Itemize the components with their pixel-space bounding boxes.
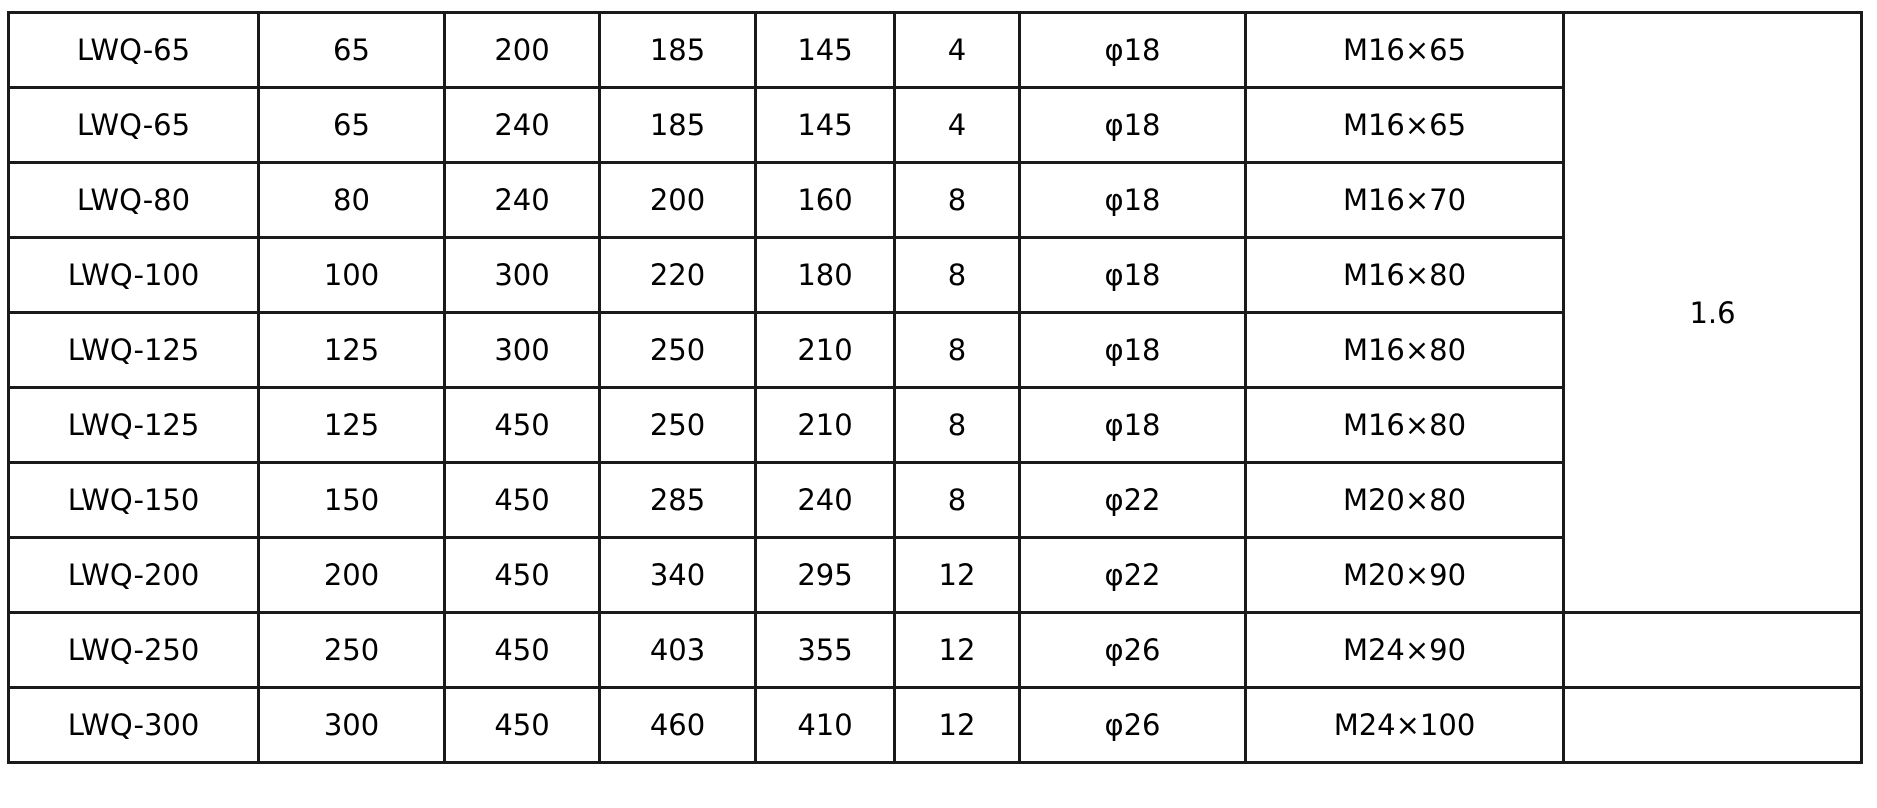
table-cell: M16×65: [1244, 86, 1565, 164]
table-cell: LWQ-200: [7, 536, 260, 614]
table-cell: φ18: [1018, 311, 1247, 389]
table-cell: φ18: [1018, 11, 1247, 89]
table-cell: 450: [443, 536, 601, 614]
pressure-cell: [1562, 686, 1863, 764]
table-cell: 100: [257, 236, 446, 314]
table-cell: 200: [257, 536, 446, 614]
table-row: LWQ-125 125 300 250 210 8 φ18 M16×80: [7, 311, 1862, 389]
table-cell: M16×80: [1244, 386, 1565, 464]
table-cell: 8: [893, 236, 1021, 314]
table-cell: φ26: [1018, 611, 1247, 689]
table-cell: φ22: [1018, 536, 1247, 614]
table-cell: M24×90: [1244, 611, 1565, 689]
table-cell: φ18: [1018, 161, 1247, 239]
table-cell: M20×80: [1244, 461, 1565, 539]
table-cell: LWQ-150: [7, 461, 260, 539]
table-row: LWQ-65 65 200 185 145 4 φ18 M16×65 1.6: [7, 11, 1863, 614]
table-cell: 8: [893, 461, 1021, 539]
table-cell: 250: [598, 311, 757, 389]
table-cell: 150: [257, 461, 446, 539]
table-cell: M16×80: [1244, 311, 1565, 389]
table-cell: 240: [443, 86, 601, 164]
table-cell: 65: [257, 86, 446, 164]
pressure-cell: [1562, 611, 1863, 689]
table-cell: 200: [598, 161, 757, 239]
table-cell: 210: [754, 311, 896, 389]
table-cell: LWQ-125: [7, 386, 260, 464]
table-cell: LWQ-100: [7, 236, 260, 314]
table-cell: 250: [257, 611, 446, 689]
table-cell: LWQ-250: [7, 611, 260, 689]
table-cell: 355: [754, 611, 896, 689]
table-cell: 125: [257, 311, 446, 389]
table-cell: M16×65: [1244, 11, 1565, 89]
table-cell: 450: [443, 386, 601, 464]
table-cell: 450: [443, 461, 601, 539]
table-cell: 460: [598, 686, 757, 764]
table-cell: φ26: [1018, 686, 1247, 764]
table-cell: 185: [598, 86, 757, 164]
table-cell: 295: [754, 536, 896, 614]
table-row: LWQ-300 300 450 460 410 12 φ26 M24×100: [7, 686, 1863, 764]
table-cell: 450: [443, 686, 601, 764]
table-cell: 240: [754, 461, 896, 539]
table-cell: LWQ-65: [7, 11, 260, 89]
table-cell: 80: [257, 161, 446, 239]
table-cell: 410: [754, 686, 896, 764]
table-cell: LWQ-80: [7, 161, 260, 239]
table-cell: 200: [443, 11, 601, 89]
table-cell: 185: [598, 11, 757, 89]
table-cell: 160: [754, 161, 896, 239]
table-cell: M16×70: [1244, 161, 1565, 239]
table-cell: 145: [754, 11, 896, 89]
table-cell: 65: [257, 11, 446, 89]
table-cell: 403: [598, 611, 757, 689]
table-cell: 8: [893, 386, 1021, 464]
table-cell: LWQ-65: [7, 86, 260, 164]
table-cell: 8: [893, 161, 1021, 239]
table-row: LWQ-200 200 450 340 295 12 φ22 M20×90: [7, 536, 1862, 614]
table-cell: 125: [257, 386, 446, 464]
table-cell: φ18: [1018, 86, 1247, 164]
table-cell: 4: [893, 86, 1021, 164]
table-cell: 4: [893, 11, 1021, 89]
table-cell: φ18: [1018, 236, 1247, 314]
table-row: LWQ-150 150 450 285 240 8 φ22 M20×80: [7, 461, 1862, 539]
table-row: LWQ-80 80 240 200 160 8 φ18 M16×70: [7, 161, 1862, 239]
table-cell: 300: [443, 311, 601, 389]
table-cell: 285: [598, 461, 757, 539]
table-cell: 12: [893, 536, 1021, 614]
table-cell: 180: [754, 236, 896, 314]
table-row: LWQ-65 65 240 185 145 4 φ18 M16×65: [7, 86, 1862, 164]
table-cell: 145: [754, 86, 896, 164]
table-cell: M16×80: [1244, 236, 1565, 314]
table-cell: 240: [443, 161, 601, 239]
table-cell: 210: [754, 386, 896, 464]
table-cell: 12: [893, 611, 1021, 689]
table-cell: 220: [598, 236, 757, 314]
table-cell: 250: [598, 386, 757, 464]
table-cell: LWQ-125: [7, 311, 260, 389]
table-row: LWQ-250 250 450 403 355 12 φ26 M24×90: [7, 611, 1863, 689]
table-cell: 340: [598, 536, 757, 614]
table-cell: LWQ-300: [7, 686, 260, 764]
table-row: LWQ-100 100 300 220 180 8 φ18 M16×80: [7, 236, 1862, 314]
spec-table: LWQ-65 65 200 185 145 4 φ18 M16×65 1.6 LWQ-65 65 24…: [7, 11, 1863, 764]
table-cell: 12: [893, 686, 1021, 764]
table-cell: 300: [443, 236, 601, 314]
table-cell: 300: [257, 686, 446, 764]
table-cell: φ22: [1018, 461, 1247, 539]
table-cell: 450: [443, 611, 601, 689]
pressure-merged-cell: 1.6: [1562, 11, 1863, 614]
table-row: LWQ-125 125 450 250 210 8 φ18 M16×80: [7, 386, 1862, 464]
table-cell: φ18: [1018, 386, 1247, 464]
table-cell: M20×90: [1244, 536, 1565, 614]
table-cell: 8: [893, 311, 1021, 389]
table-cell: M24×100: [1244, 686, 1565, 764]
